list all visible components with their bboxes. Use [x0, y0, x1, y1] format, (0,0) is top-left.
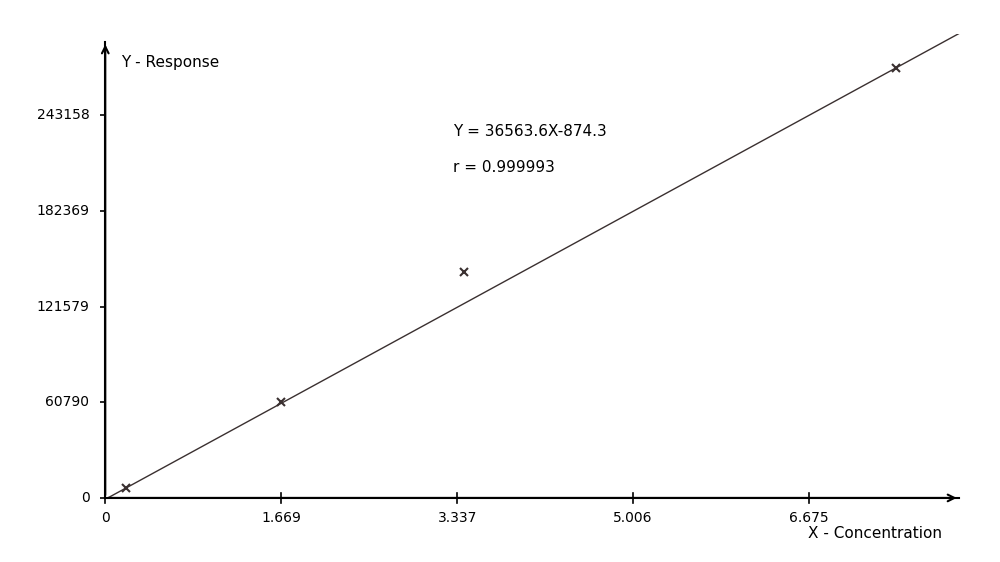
Text: Y = 36563.6X-874.3: Y = 36563.6X-874.3: [453, 124, 607, 139]
Text: 0: 0: [81, 491, 89, 505]
Text: 5.006: 5.006: [613, 510, 653, 524]
Text: 182369: 182369: [36, 204, 89, 218]
Text: 243158: 243158: [37, 108, 89, 123]
Text: 121579: 121579: [37, 300, 89, 314]
Text: 1.669: 1.669: [261, 510, 301, 524]
Text: Y - Response: Y - Response: [121, 55, 219, 70]
Text: 3.337: 3.337: [437, 510, 477, 524]
Text: 60790: 60790: [45, 395, 89, 409]
Text: 0: 0: [101, 510, 110, 524]
Text: X - Concentration: X - Concentration: [808, 526, 942, 541]
Text: 6.675: 6.675: [789, 510, 829, 524]
Text: r = 0.999993: r = 0.999993: [453, 160, 555, 175]
